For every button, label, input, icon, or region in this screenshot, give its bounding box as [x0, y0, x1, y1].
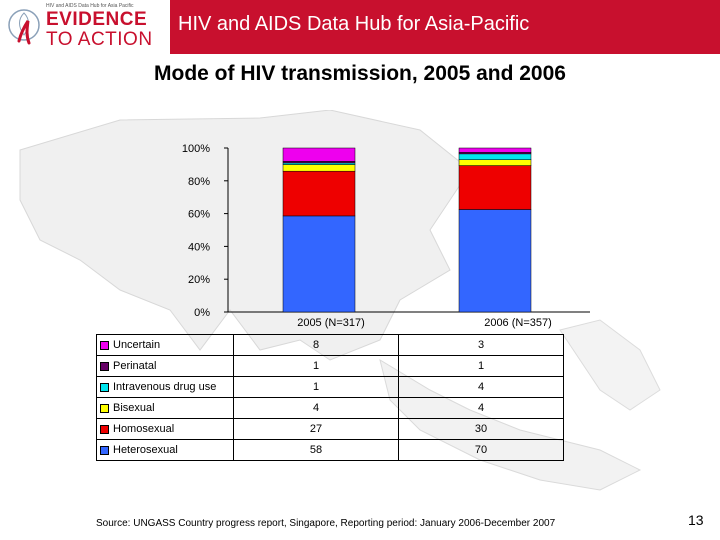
- y-tick-label: 20%: [188, 274, 210, 286]
- bar-segment-bisexual: [282, 164, 356, 172]
- source-note: Source: UNGASS Country progress report, …: [96, 518, 556, 529]
- table-row: Uncertain 8 3: [96, 334, 564, 356]
- y-tick-label: 40%: [188, 241, 210, 253]
- legend-entry: Heterosexual: [96, 439, 234, 461]
- table-row: Intravenous drug use 1 4: [96, 376, 564, 398]
- un-emblem-icon: [8, 9, 40, 45]
- legend-entry: Uncertain: [96, 334, 234, 356]
- legend-swatch: [100, 424, 109, 434]
- slide-title: Mode of HIV transmission, 2005 and 2006: [154, 62, 566, 85]
- legend-entry: Homosexual: [96, 418, 234, 440]
- logo-tagline: HIV and AIDS Data Hub for Asia Pacific: [46, 3, 134, 9]
- x-category-label: 2005 (N=317): [297, 317, 365, 329]
- data-value-cell: 1: [233, 376, 399, 398]
- data-value-cell: 3: [398, 334, 564, 356]
- bar-segment-heterosexual: [458, 209, 532, 313]
- x-category-label: 2006 (N=357): [484, 317, 552, 329]
- data-value-cell: 4: [398, 397, 564, 419]
- legend-entry: Intravenous drug use: [96, 376, 234, 398]
- legend-label: Bisexual: [113, 402, 155, 414]
- data-value-cell: 1: [398, 355, 564, 377]
- bar-segment-heterosexual: [282, 215, 356, 313]
- bar-segment-bisexual: [458, 159, 532, 166]
- legend-label: Heterosexual: [113, 444, 178, 456]
- data-value-cell: 58: [233, 439, 399, 461]
- page-number: 13: [688, 512, 704, 528]
- logo-text-to-action: TO ACTION: [46, 29, 153, 50]
- data-value-cell: 1: [233, 355, 399, 377]
- legend-entry: Bisexual: [96, 397, 234, 419]
- data-value-cell: 30: [398, 418, 564, 440]
- bar-segment-homosexual: [282, 170, 356, 217]
- table-row: Heterosexual 58 70: [96, 439, 564, 461]
- table-row: Perinatal 1 1: [96, 355, 564, 377]
- legend-swatch: [100, 445, 109, 455]
- bar-segment-intravenous-drug-use: [458, 153, 532, 160]
- legend-label: Uncertain: [113, 339, 161, 351]
- y-tick-label: 0%: [194, 307, 210, 319]
- legend-entry: Perinatal: [96, 355, 234, 377]
- table-row: Bisexual 4 4: [96, 397, 564, 419]
- bar-segment-uncertain: [282, 147, 356, 162]
- header-title: HIV and AIDS Data Hub for Asia-Pacific: [178, 13, 530, 35]
- data-value-cell: 4: [398, 376, 564, 398]
- logo: HIV and AIDS Data Hub for Asia Pacific E…: [0, 0, 170, 54]
- data-value-cell: 4: [233, 397, 399, 419]
- data-value-cell: 8: [233, 334, 399, 356]
- logo-text-evidence: EVIDENCE: [46, 9, 148, 30]
- header-banner: HIV and AIDS Data Hub for Asia Pacific E…: [0, 0, 720, 54]
- legend-swatch: [100, 361, 109, 371]
- legend-swatch: [100, 403, 109, 413]
- table-row: Homosexual 27 30: [96, 418, 564, 440]
- bar-segment-homosexual: [458, 165, 532, 210]
- y-tick-label: 60%: [188, 209, 210, 221]
- legend-swatch: [100, 340, 109, 350]
- bar-segment-uncertain: [458, 147, 532, 153]
- data-table: Uncertain 8 3 Perinatal 1 1 Intravenous drug u…: [96, 334, 564, 461]
- data-value-cell: 70: [398, 439, 564, 461]
- legend-label: Intravenous drug use: [113, 381, 217, 393]
- data-value-cell: 27: [233, 418, 399, 440]
- legend-swatch: [100, 382, 109, 392]
- y-tick-label: 100%: [182, 143, 210, 155]
- legend-label: Homosexual: [113, 423, 175, 435]
- legend-label: Perinatal: [113, 360, 157, 372]
- y-tick-label: 80%: [188, 176, 210, 188]
